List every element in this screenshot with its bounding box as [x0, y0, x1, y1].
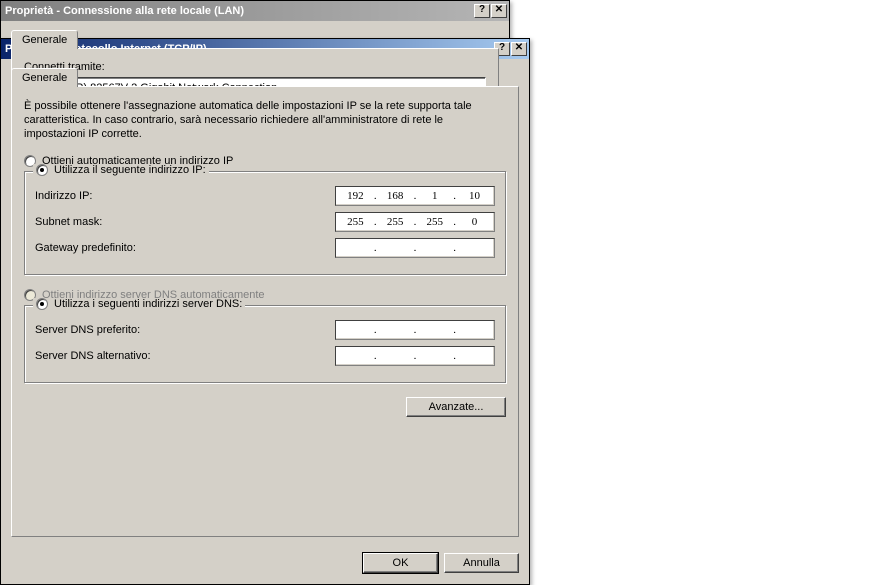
- ip-octet[interactable]: 168: [382, 190, 408, 202]
- intro-text: È possibile ottenere l'assegnazione auto…: [24, 99, 506, 141]
- tab-generale[interactable]: Generale: [11, 68, 78, 87]
- radio-manual-dns-row[interactable]: Utilizza i seguenti indirizzi server DNS…: [36, 298, 242, 310]
- dns2-field[interactable]: . . .: [335, 346, 495, 366]
- dns1-label: Server DNS preferito:: [35, 324, 335, 336]
- radio-manual-ip-label: Utilizza il seguente indirizzo IP:: [54, 164, 206, 176]
- ip-octet[interactable]: 1: [422, 190, 448, 202]
- advanced-button[interactable]: Avanzate...: [406, 397, 506, 417]
- ip-octet[interactable]: 255: [382, 216, 408, 228]
- manual-dns-group: Utilizza i seguenti indirizzi server DNS…: [24, 305, 506, 383]
- ip-octet[interactable]: 0: [461, 216, 487, 228]
- close-button[interactable]: ✕: [511, 42, 527, 56]
- ip-octet[interactable]: 10: [461, 190, 487, 202]
- ok-button[interactable]: OK: [363, 553, 438, 573]
- cancel-button[interactable]: Annulla: [444, 553, 519, 573]
- lan-titlebar: Proprietà - Connessione alla rete locale…: [1, 1, 509, 21]
- gw-field[interactable]: . . .: [335, 238, 495, 258]
- close-button[interactable]: ✕: [491, 4, 507, 18]
- ip-octet[interactable]: 255: [342, 216, 368, 228]
- tab-generale[interactable]: Generale: [11, 30, 78, 49]
- lan-title: Proprietà - Connessione alla rete locale…: [5, 5, 474, 17]
- ip-octet[interactable]: 192: [342, 190, 368, 202]
- tcpip-properties-window: Proprietà - Protocollo Internet (TCP/IP)…: [0, 38, 530, 585]
- gw-label: Gateway predefinito:: [35, 242, 335, 254]
- radio-manual-dns[interactable]: [36, 298, 48, 310]
- mask-field[interactable]: 255. 255. 255. 0: [335, 212, 495, 232]
- mask-label: Subnet mask:: [35, 216, 335, 228]
- ip-field[interactable]: 192. 168. 1. 10: [335, 186, 495, 206]
- help-button[interactable]: ?: [474, 4, 490, 18]
- manual-ip-group: Utilizza il seguente indirizzo IP: Indir…: [24, 171, 506, 275]
- ip-octet[interactable]: 255: [422, 216, 448, 228]
- dns2-label: Server DNS alternativo:: [35, 350, 335, 362]
- radio-manual-ip-row[interactable]: Utilizza il seguente indirizzo IP:: [36, 164, 206, 176]
- connect-via-label: Connetti tramite:: [24, 61, 486, 73]
- radio-manual-ip[interactable]: [36, 164, 48, 176]
- dns1-field[interactable]: . . .: [335, 320, 495, 340]
- tcpip-body: Generale È possibile ottenere l'assegnaz…: [1, 59, 529, 545]
- ip-label: Indirizzo IP:: [35, 190, 335, 202]
- radio-manual-dns-label: Utilizza i seguenti indirizzi server DNS…: [54, 298, 242, 310]
